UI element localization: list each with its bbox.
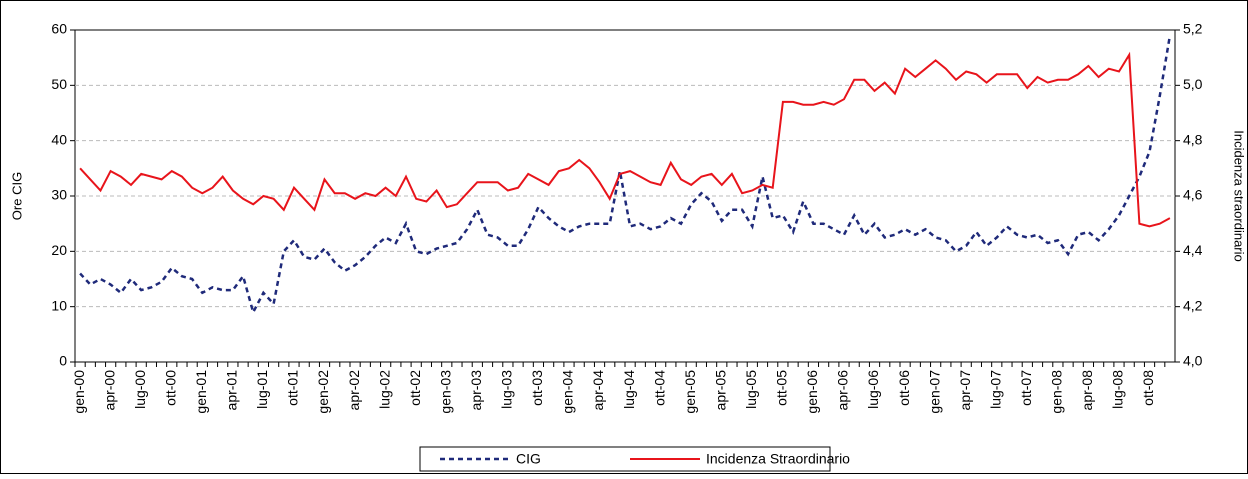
x-tick-label: gen-06 bbox=[804, 370, 820, 414]
y-tick-label: 30 bbox=[51, 187, 67, 203]
y-tick-label: 50 bbox=[51, 76, 67, 92]
x-tick-label: ott-04 bbox=[651, 370, 667, 406]
y2-tick-label: 4,4 bbox=[1183, 242, 1203, 258]
x-tick-label: ott-03 bbox=[529, 370, 545, 406]
y2-tick-label: 4,8 bbox=[1183, 131, 1203, 147]
x-tick-label: lug-07 bbox=[987, 370, 1003, 409]
legend-label: CIG bbox=[516, 451, 541, 467]
x-tick-label: apr-03 bbox=[468, 370, 484, 411]
y-tick-label: 40 bbox=[51, 131, 67, 147]
x-tick-label: apr-02 bbox=[346, 370, 362, 411]
x-tick-label: lug-02 bbox=[376, 370, 392, 409]
x-tick-label: gen-07 bbox=[926, 370, 942, 414]
x-tick-label: ott-05 bbox=[774, 370, 790, 406]
y-axis-label: Ore CIG bbox=[9, 172, 24, 220]
x-tick-label: gen-04 bbox=[560, 370, 576, 414]
x-tick-label: ott-01 bbox=[285, 370, 301, 406]
x-tick-label: ott-00 bbox=[162, 370, 178, 406]
x-tick-label: lug-05 bbox=[743, 370, 759, 409]
x-tick-label: lug-03 bbox=[499, 370, 515, 409]
y-tick-label: 20 bbox=[51, 242, 67, 258]
y2-tick-label: 5,2 bbox=[1183, 21, 1203, 37]
y2-tick-label: 5,0 bbox=[1183, 76, 1203, 92]
x-tick-label: gen-03 bbox=[437, 370, 453, 414]
x-tick-label: lug-06 bbox=[865, 370, 881, 409]
y2-tick-label: 4,0 bbox=[1183, 353, 1203, 369]
x-tick-label: apr-06 bbox=[835, 370, 851, 411]
y2-tick-label: 4,2 bbox=[1183, 297, 1203, 313]
y2-axis-label: Incidenza straordinario bbox=[1232, 130, 1247, 262]
x-tick-label: gen-08 bbox=[1049, 370, 1065, 414]
x-tick-label: apr-07 bbox=[957, 370, 973, 411]
x-tick-label: ott-06 bbox=[896, 370, 912, 406]
x-tick-label: gen-01 bbox=[193, 370, 209, 414]
x-tick-label: apr-08 bbox=[1079, 370, 1095, 411]
x-tick-label: gen-02 bbox=[315, 370, 331, 414]
series-line bbox=[79, 35, 1172, 316]
y-tick-label: 10 bbox=[51, 297, 67, 313]
x-tick-label: lug-00 bbox=[132, 370, 148, 409]
x-tick-label: ott-07 bbox=[1018, 370, 1034, 406]
x-tick-label: apr-01 bbox=[224, 370, 240, 411]
x-tick-label: lug-01 bbox=[254, 370, 270, 409]
y2-tick-label: 4,6 bbox=[1183, 187, 1203, 203]
x-tick-label: apr-05 bbox=[712, 370, 728, 411]
x-tick-label: lug-08 bbox=[1110, 370, 1126, 409]
legend-label: Incidenza Straordinario bbox=[706, 451, 850, 467]
x-tick-label: lug-04 bbox=[621, 370, 637, 409]
x-tick-label: apr-04 bbox=[590, 370, 606, 411]
x-tick-label: gen-00 bbox=[71, 370, 87, 414]
series-line bbox=[79, 51, 1171, 228]
x-tick-label: apr-00 bbox=[101, 370, 117, 411]
y-tick-label: 60 bbox=[51, 21, 67, 37]
x-tick-label: ott-08 bbox=[1140, 370, 1156, 406]
y-tick-label: 0 bbox=[59, 353, 67, 369]
x-tick-label: ott-02 bbox=[407, 370, 423, 406]
x-tick-label: gen-05 bbox=[682, 370, 698, 414]
